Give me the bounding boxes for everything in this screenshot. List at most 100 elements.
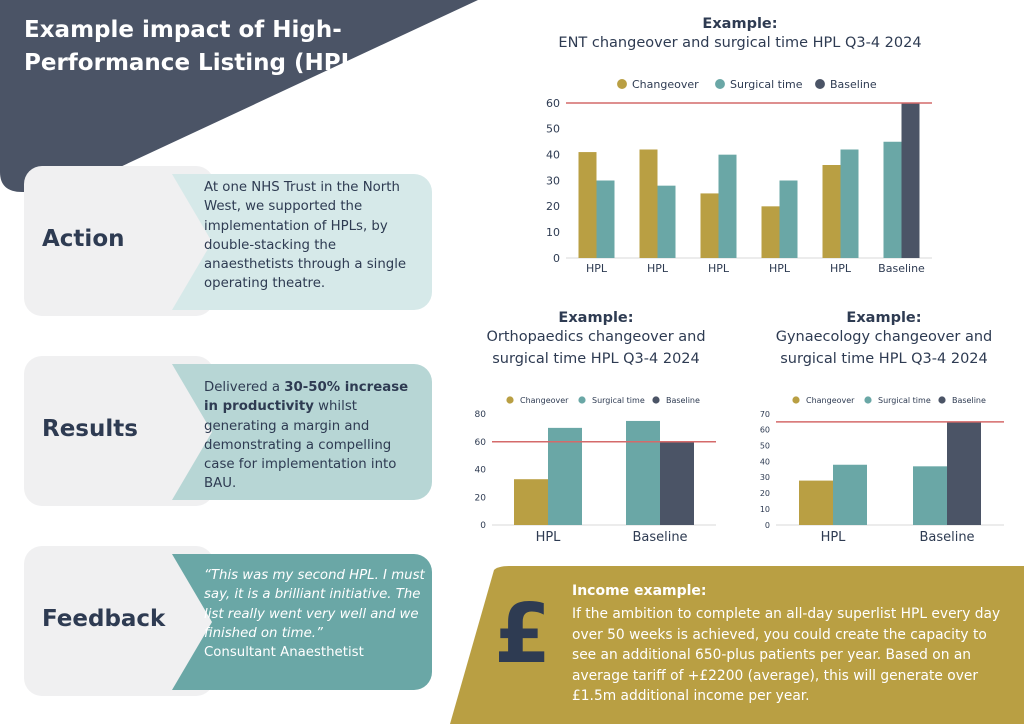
y-tick-label: 30 [760, 473, 770, 482]
legend-swatch [506, 396, 514, 404]
action-card: Action At one NHS Trust in the North Wes… [24, 166, 432, 316]
bar-surgical-time [596, 180, 615, 258]
gynae-chart: Changeover Surgical time Baseline 0 10 20 30 40… [760, 396, 1004, 545]
ent-chart: Changeover Surgical time Baseline 0 10 20 30 40… [546, 78, 932, 275]
y-tick-label: 0 [553, 252, 560, 265]
bar-changeover [700, 193, 719, 258]
legend-swatch [864, 396, 872, 404]
bar-baseline [901, 103, 920, 258]
ortho-chart-heading: Example: Orthopaedics changeover and sur… [466, 310, 726, 370]
gynae-chart-heading: Example: Gynaecology changeover and surg… [756, 310, 1012, 370]
ent-chart-heading: Example: ENT changeover and surgical tim… [510, 16, 970, 54]
legend-swatch [815, 79, 825, 89]
bar-changeover [799, 480, 833, 525]
legend-swatch [715, 79, 725, 89]
chevron-arrow [134, 174, 212, 310]
x-tick-label: HPL [586, 262, 608, 275]
bar-surgical-time [833, 464, 867, 525]
y-tick-label: 30 [546, 174, 560, 187]
title-banner [0, 0, 478, 192]
bar-baseline [947, 421, 981, 525]
bar-surgical-time [626, 420, 660, 525]
chart-title: ENT changeover and surgical time HPL Q3-… [558, 35, 922, 51]
y-tick-label: 0 [480, 521, 486, 531]
bar-changeover [761, 206, 780, 258]
card-label-action: Action [42, 226, 125, 252]
x-tick-label: HPL [830, 262, 852, 275]
y-tick-label: 50 [760, 442, 770, 451]
legend-swatch [578, 396, 586, 404]
bar-surgical-time [657, 185, 676, 258]
x-tick-label: HPL [769, 262, 791, 275]
y-tick-label: 20 [475, 493, 487, 503]
legend-label: Surgical time [878, 396, 931, 405]
y-tick-label: 10 [546, 226, 560, 239]
chart-title: Orthopaedics changeover and surgical tim… [486, 329, 706, 367]
y-tick-label: 40 [760, 457, 770, 466]
legend-label: Surgical time [592, 396, 645, 405]
bar-changeover [578, 152, 597, 258]
x-tick-label: HPL [647, 262, 669, 275]
y-tick-label: 50 [546, 123, 560, 136]
page-title: Example impact of High-Performance Listi… [24, 17, 380, 76]
income-panel [450, 566, 1024, 724]
x-tick-label: Baseline [632, 530, 687, 545]
legend-label: Baseline [830, 78, 877, 91]
y-tick-label: 80 [475, 410, 487, 420]
y-tick-label: 40 [475, 466, 487, 476]
chart-example-label: Example: [558, 310, 634, 326]
x-tick-label: Baseline [878, 262, 925, 275]
chevron-arrow [134, 364, 212, 500]
bar-surgical-time [840, 149, 859, 258]
card-label-feedback: Feedback [42, 606, 166, 632]
ortho-chart: Changeover Surgical time Baseline 0 20 40 60 80… [475, 396, 716, 545]
action-text: At one NHS Trust in the North West, we s… [204, 180, 407, 292]
legend-label: Baseline [952, 396, 986, 405]
feedback-card: Feedback “This was my second HPL. I must… [24, 546, 432, 696]
bar-surgical-time [913, 466, 947, 525]
y-tick-label: 40 [546, 149, 560, 162]
bar-changeover [822, 165, 841, 258]
y-tick-label: 60 [546, 97, 560, 110]
x-tick-label: HPL [708, 262, 730, 275]
legend-swatch [652, 396, 660, 404]
legend-label: Changeover [632, 78, 699, 91]
y-tick-label: 20 [760, 489, 770, 498]
x-tick-label: HPL [821, 530, 847, 545]
bar-baseline [660, 441, 694, 525]
bar-changeover [514, 479, 548, 525]
y-tick-label: 20 [546, 200, 560, 213]
bar-surgical-time [883, 141, 902, 258]
legend-swatch [792, 396, 800, 404]
x-tick-label: HPL [536, 530, 562, 545]
chart-title: Gynaecology changeover and surgical time… [775, 329, 993, 367]
bar-changeover [639, 149, 658, 258]
chart-example-label: Example: [846, 310, 922, 326]
y-tick-label: 10 [760, 505, 770, 514]
legend-label: Changeover [520, 396, 569, 405]
feedback-text: “This was my second HPL. I must say, it … [204, 566, 426, 662]
legend-swatch [938, 396, 946, 404]
income-title: Income example: [572, 583, 707, 599]
chevron-arrow [134, 554, 212, 690]
legend-swatch [617, 79, 627, 89]
y-tick-label: 60 [475, 438, 487, 448]
feedback-attribution: Consultant Anaesthetist [204, 645, 364, 661]
results-text: Delivered a 30-50% increase in productiv… [204, 380, 409, 492]
y-tick-label: 70 [760, 410, 770, 419]
y-tick-label: 0 [765, 521, 770, 530]
x-tick-label: Baseline [919, 530, 974, 545]
card-label-results: Results [42, 416, 138, 442]
legend-label: Baseline [666, 396, 700, 405]
chart-example-label: Example: [702, 16, 778, 32]
bar-surgical-time [718, 154, 737, 258]
income-text: If the ambition to complete an all-day s… [572, 606, 1001, 704]
feedback-quote: “This was my second HPL. I must say, it … [204, 568, 425, 641]
legend-label: Surgical time [730, 78, 803, 91]
results-card: Results Delivered a 30-50% increase in p… [24, 356, 432, 506]
pound-icon: £ [494, 587, 552, 682]
bar-surgical-time [779, 180, 798, 258]
legend-label: Changeover [806, 396, 855, 405]
y-tick-label: 60 [760, 426, 770, 435]
bar-surgical-time [548, 427, 582, 525]
